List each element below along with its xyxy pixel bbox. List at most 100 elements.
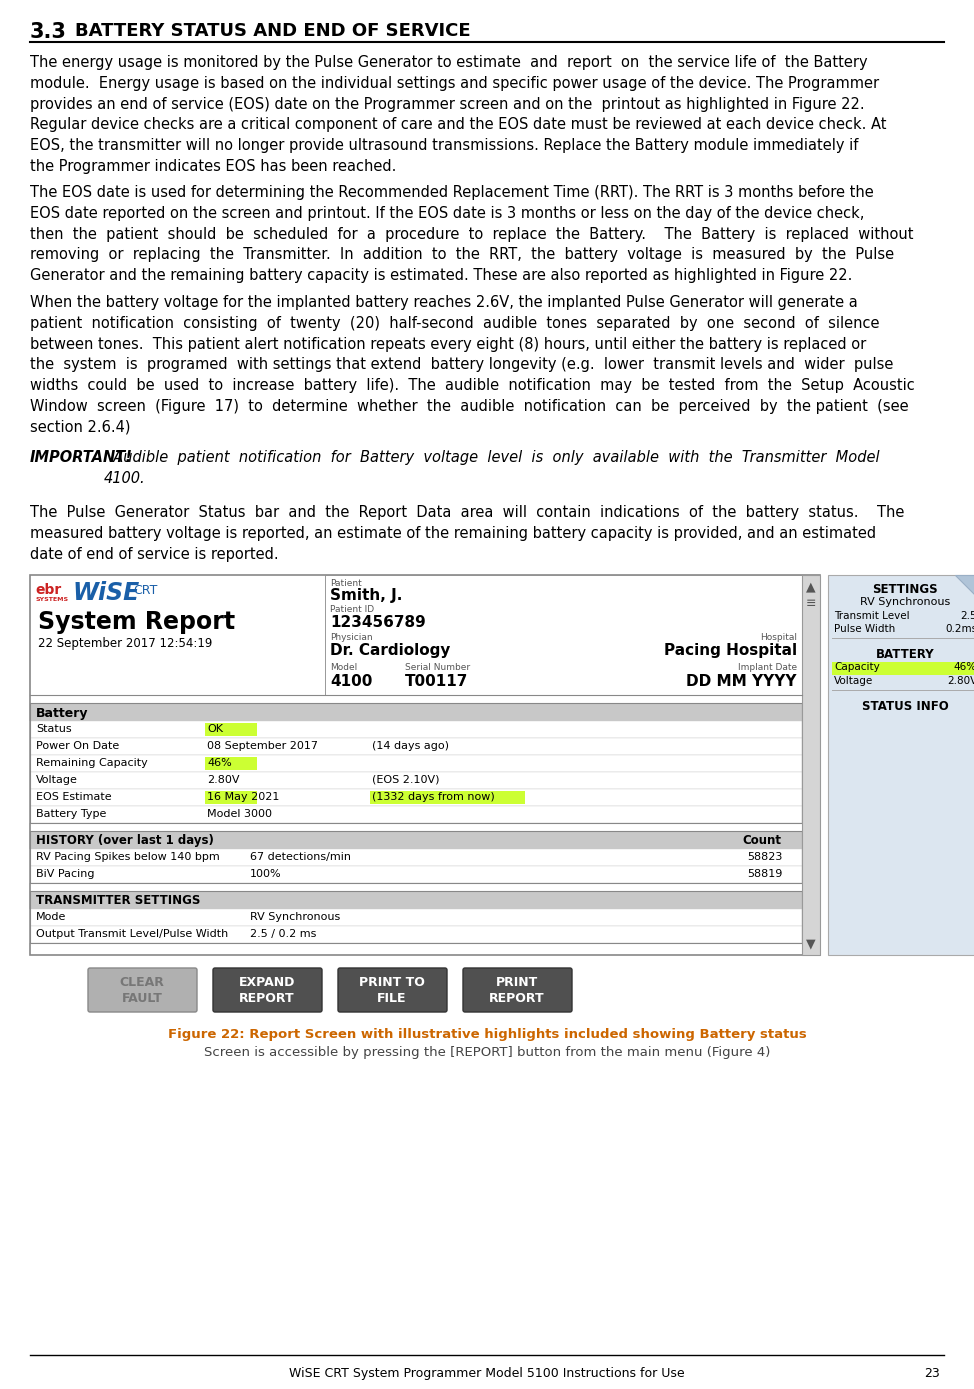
Text: Output Transmit Level/Pulse Width: Output Transmit Level/Pulse Width: [36, 929, 228, 939]
Text: 4100: 4100: [330, 674, 372, 689]
Text: Patient: Patient: [330, 579, 361, 588]
FancyBboxPatch shape: [338, 968, 447, 1013]
Text: Physician: Physician: [330, 633, 373, 642]
Polygon shape: [955, 575, 974, 603]
Text: The energy usage is monitored by the Pulse Generator to estimate  and  report  o: The energy usage is monitored by the Pul…: [30, 56, 886, 174]
Text: OK: OK: [207, 724, 223, 733]
Bar: [30, 738, 802, 756]
Text: 100%: 100%: [250, 870, 281, 879]
Text: Model: Model: [330, 663, 357, 672]
Bar: [30, 772, 802, 789]
Text: ▼: ▼: [806, 938, 816, 950]
Text: TRANSMITTER SETTINGS: TRANSMITTER SETTINGS: [36, 895, 201, 907]
Text: BATTERY STATUS AND END OF SERVICE: BATTERY STATUS AND END OF SERVICE: [75, 22, 470, 40]
Text: EOS Estimate: EOS Estimate: [36, 792, 112, 801]
Text: 2.5 / 0.2 ms: 2.5 / 0.2 ms: [250, 929, 317, 939]
Text: BATTERY: BATTERY: [876, 649, 934, 661]
Text: When the battery voltage for the implanted battery reaches 2.6V, the implanted P: When the battery voltage for the implant…: [30, 294, 915, 435]
Text: IMPORTANT!: IMPORTANT!: [30, 450, 132, 465]
Text: 46%: 46%: [207, 758, 232, 768]
Text: Pulse Width: Pulse Width: [834, 624, 895, 633]
Text: 08 September 2017: 08 September 2017: [207, 740, 318, 751]
FancyBboxPatch shape: [213, 968, 322, 1013]
Text: 2.5: 2.5: [960, 611, 974, 621]
Bar: [30, 703, 802, 824]
Bar: [30, 849, 802, 865]
Text: ▲: ▲: [806, 581, 816, 593]
Text: EXPAND
REPORT: EXPAND REPORT: [239, 975, 295, 1004]
Text: 123456789: 123456789: [330, 615, 426, 631]
Text: Status: Status: [36, 724, 72, 733]
Bar: [832, 663, 974, 675]
Text: 3.3: 3.3: [30, 22, 67, 42]
Text: SETTINGS: SETTINGS: [872, 583, 938, 596]
Text: (EOS 2.10V): (EOS 2.10V): [372, 775, 439, 785]
Bar: [30, 721, 802, 738]
Text: CLEAR
FAULT: CLEAR FAULT: [120, 975, 165, 1004]
Text: Model 3000: Model 3000: [207, 808, 272, 820]
Bar: [30, 831, 802, 849]
Bar: [30, 926, 802, 943]
Bar: [30, 756, 802, 772]
Text: (1332 days from now): (1332 days from now): [372, 792, 495, 801]
Text: Screen is accessible by pressing the [REPORT] button from the main menu (Figure : Screen is accessible by pressing the [RE…: [204, 1046, 770, 1058]
Text: 16 May 2021: 16 May 2021: [207, 792, 280, 801]
Text: Battery Type: Battery Type: [36, 808, 106, 820]
Bar: [205, 790, 257, 804]
Text: Remaining Capacity: Remaining Capacity: [36, 758, 148, 768]
Text: Battery: Battery: [36, 707, 89, 720]
FancyBboxPatch shape: [88, 968, 197, 1013]
Bar: [30, 575, 820, 956]
Bar: [30, 831, 802, 883]
Text: Voltage: Voltage: [36, 775, 78, 785]
Text: 23: 23: [924, 1367, 940, 1381]
Text: Capacity: Capacity: [834, 663, 880, 672]
Text: PRINT
REPORT: PRINT REPORT: [489, 975, 544, 1004]
FancyBboxPatch shape: [463, 968, 572, 1013]
Text: System Report: System Report: [38, 610, 235, 633]
Text: 2.80V: 2.80V: [207, 775, 240, 785]
Text: Figure 22: Report Screen with illustrative highlights included showing Battery s: Figure 22: Report Screen with illustrati…: [168, 1028, 806, 1040]
Text: HISTORY (over last 1 days): HISTORY (over last 1 days): [36, 833, 214, 847]
Text: Pacing Hospital: Pacing Hospital: [664, 643, 797, 658]
Text: Patient ID: Patient ID: [330, 606, 374, 614]
Bar: [30, 703, 802, 721]
Text: DD MM YYYY: DD MM YYYY: [687, 674, 797, 689]
Text: CRT: CRT: [133, 583, 158, 597]
Bar: [828, 575, 974, 956]
Text: 67 detections/min: 67 detections/min: [250, 851, 351, 863]
Text: 58819: 58819: [747, 870, 782, 879]
Text: Dr. Cardiology: Dr. Cardiology: [330, 643, 450, 658]
Bar: [30, 806, 802, 824]
Bar: [30, 865, 802, 883]
Text: ≡: ≡: [805, 597, 816, 610]
Bar: [205, 757, 257, 770]
Text: 22 September 2017 12:54:19: 22 September 2017 12:54:19: [38, 638, 212, 650]
Text: 58823: 58823: [747, 851, 782, 863]
Text: WiSE CRT System Programmer Model 5100 Instructions for Use: WiSE CRT System Programmer Model 5100 In…: [289, 1367, 685, 1381]
Bar: [802, 575, 820, 956]
Bar: [30, 908, 802, 926]
Bar: [30, 890, 802, 943]
Bar: [30, 789, 802, 806]
Text: Power On Date: Power On Date: [36, 740, 119, 751]
Text: The EOS date is used for determining the Recommended Replacement Time (RRT). The: The EOS date is used for determining the…: [30, 185, 914, 283]
Text: (14 days ago): (14 days ago): [372, 740, 449, 751]
Text: Hospital: Hospital: [760, 633, 797, 642]
Text: Serial Number: Serial Number: [405, 663, 470, 672]
Text: The  Pulse  Generator  Status  bar  and  the  Report  Data  area  will  contain : The Pulse Generator Status bar and the R…: [30, 506, 905, 561]
Text: PRINT TO
FILE: PRINT TO FILE: [359, 975, 425, 1004]
Text: ebr: ebr: [35, 583, 61, 597]
Text: STATUS INFO: STATUS INFO: [862, 700, 949, 713]
Text: 46%: 46%: [954, 663, 974, 672]
Text: Count: Count: [742, 833, 781, 847]
Text: T00117: T00117: [405, 674, 468, 689]
Text: Implant Date: Implant Date: [738, 663, 797, 672]
Text: BiV Pacing: BiV Pacing: [36, 870, 94, 879]
Text: RV Pacing Spikes below 140 bpm: RV Pacing Spikes below 140 bpm: [36, 851, 220, 863]
Text: Mode: Mode: [36, 913, 66, 922]
Text: SYSTEMS: SYSTEMS: [35, 597, 68, 601]
Bar: [370, 790, 525, 804]
Text: 0.2ms: 0.2ms: [945, 624, 974, 633]
Text: RV Synchronous: RV Synchronous: [860, 597, 950, 607]
